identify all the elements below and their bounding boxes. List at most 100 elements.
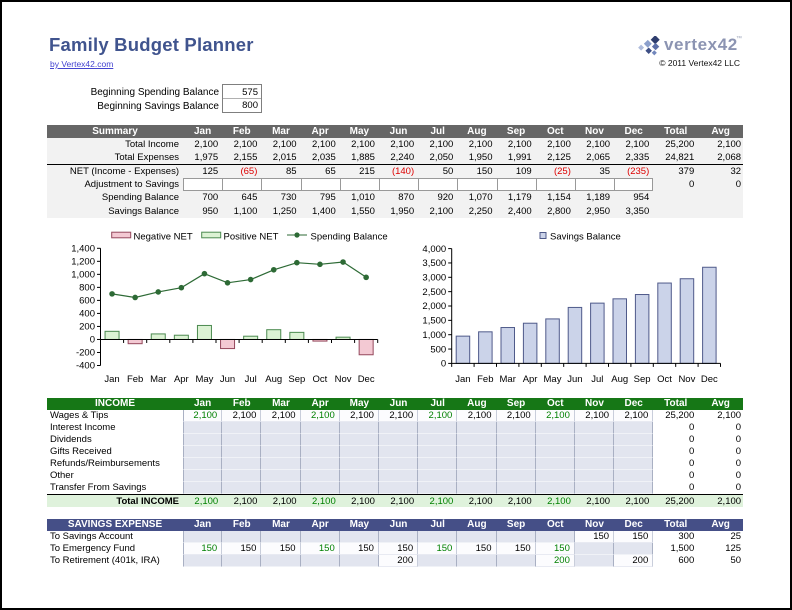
table-cell[interactable]: [614, 470, 654, 483]
spending-balance-marker[interactable]: [340, 259, 346, 265]
summary-cell[interactable]: 2,065: [586, 152, 611, 164]
savings-balance-bar[interactable]: [477, 331, 493, 364]
summary-cell[interactable]: (235): [627, 165, 650, 177]
table-cell[interactable]: 150: [300, 543, 340, 556]
table-cell[interactable]: 2,100: [233, 495, 258, 507]
summary-cell[interactable]: 1,950: [390, 205, 415, 217]
table-cell[interactable]: [300, 434, 340, 447]
table-cell[interactable]: [614, 543, 654, 556]
adjustment-input[interactable]: [183, 178, 223, 191]
table-cell[interactable]: 150: [614, 531, 654, 544]
savings-balance-bar[interactable]: [634, 294, 649, 364]
table-cell[interactable]: 2,100: [547, 495, 571, 507]
negative-net-bar[interactable]: [220, 338, 236, 350]
table-cell[interactable]: [418, 422, 458, 435]
table-cell[interactable]: [339, 555, 379, 568]
positive-net-bar[interactable]: [196, 324, 212, 340]
table-cell[interactable]: 2,100: [351, 495, 375, 507]
summary-cell[interactable]: 2,100: [429, 205, 454, 217]
table-cell[interactable]: 150: [261, 543, 301, 556]
summary-cell[interactable]: 2,100: [429, 138, 454, 150]
summary-cell[interactable]: 2,100: [351, 138, 375, 150]
savings-balance-bar[interactable]: [612, 298, 627, 364]
table-cell[interactable]: [496, 531, 536, 544]
table-cell[interactable]: [457, 470, 497, 483]
summary-cell[interactable]: 2,035: [311, 152, 336, 164]
table-cell[interactable]: [574, 555, 615, 568]
table-cell[interactable]: [300, 470, 340, 483]
table-cell[interactable]: [457, 555, 497, 568]
table-cell[interactable]: [378, 458, 419, 471]
table-cell[interactable]: [496, 458, 536, 471]
positive-net-bar[interactable]: [150, 333, 166, 340]
table-cell[interactable]: [261, 531, 301, 544]
table-cell[interactable]: [378, 531, 419, 544]
summary-cell[interactable]: 2,100: [233, 138, 258, 150]
summary-cell[interactable]: 2,100: [586, 138, 611, 150]
table-cell[interactable]: [222, 531, 262, 544]
table-cell[interactable]: [261, 458, 301, 471]
spending-balance-marker[interactable]: [317, 261, 323, 268]
table-cell[interactable]: [614, 458, 654, 471]
table-cell[interactable]: [614, 482, 654, 495]
negative-net-bar[interactable]: [127, 338, 143, 345]
table-cell[interactable]: [574, 434, 615, 447]
summary-cell[interactable]: 1,400: [311, 205, 336, 217]
summary-cell[interactable]: (25): [553, 165, 571, 177]
adjustment-input[interactable]: [261, 178, 301, 191]
summary-cell[interactable]: (140): [391, 165, 415, 177]
summary-cell[interactable]: 1,179: [507, 192, 532, 204]
summary-cell[interactable]: 109: [515, 165, 532, 177]
summary-cell[interactable]: 1,950: [468, 152, 493, 164]
table-cell[interactable]: 2,100: [222, 410, 262, 423]
table-cell[interactable]: [339, 482, 379, 495]
summary-cell[interactable]: 2,100: [625, 138, 650, 150]
table-cell[interactable]: [418, 458, 458, 471]
table-cell[interactable]: [300, 555, 340, 568]
table-cell[interactable]: [222, 555, 262, 568]
table-cell[interactable]: 150: [183, 543, 223, 556]
table-cell[interactable]: [535, 446, 575, 459]
table-cell[interactable]: 2,100: [468, 495, 493, 507]
summary-cell[interactable]: 2,240: [390, 152, 415, 164]
table-cell[interactable]: 2,100: [300, 410, 340, 423]
table-cell[interactable]: [261, 555, 301, 568]
table-cell[interactable]: [183, 446, 223, 459]
table-cell[interactable]: [222, 434, 262, 447]
table-cell[interactable]: 200: [614, 555, 654, 568]
summary-cell[interactable]: 2,050: [429, 152, 454, 164]
table-cell[interactable]: 150: [418, 543, 458, 556]
table-cell[interactable]: [222, 422, 262, 435]
table-cell[interactable]: [300, 446, 340, 459]
table-cell[interactable]: [418, 446, 458, 459]
table-cell[interactable]: [183, 434, 223, 447]
savings-balance-bar[interactable]: [656, 282, 672, 364]
spending-balance-marker[interactable]: [201, 270, 208, 277]
summary-cell[interactable]: (65): [240, 165, 258, 177]
positive-net-bar[interactable]: [104, 330, 120, 340]
summary-cell[interactable]: 35: [599, 165, 611, 177]
summary-cell[interactable]: 1,991: [507, 152, 532, 164]
table-cell[interactable]: [535, 422, 575, 435]
table-cell[interactable]: 2,100: [507, 495, 532, 507]
table-cell[interactable]: [339, 531, 379, 544]
summary-cell[interactable]: 730: [280, 192, 297, 204]
table-cell[interactable]: [261, 470, 301, 483]
table-cell[interactable]: [183, 531, 223, 544]
table-cell[interactable]: [261, 422, 301, 435]
table-cell[interactable]: [183, 422, 223, 435]
table-cell[interactable]: [418, 531, 458, 544]
table-cell[interactable]: [496, 555, 536, 568]
summary-cell[interactable]: 645: [241, 192, 258, 204]
table-cell[interactable]: [496, 446, 536, 459]
positive-net-bar[interactable]: [289, 331, 305, 340]
savings-balance-bar[interactable]: [701, 266, 717, 364]
table-cell[interactable]: 150: [339, 543, 379, 556]
positive-net-bar[interactable]: [266, 329, 282, 340]
summary-cell[interactable]: 870: [398, 192, 415, 204]
table-cell[interactable]: [261, 482, 301, 495]
table-cell[interactable]: [535, 470, 575, 483]
savings-balance-bar[interactable]: [500, 327, 515, 364]
table-cell[interactable]: [614, 446, 654, 459]
summary-cell[interactable]: 215: [359, 165, 375, 177]
